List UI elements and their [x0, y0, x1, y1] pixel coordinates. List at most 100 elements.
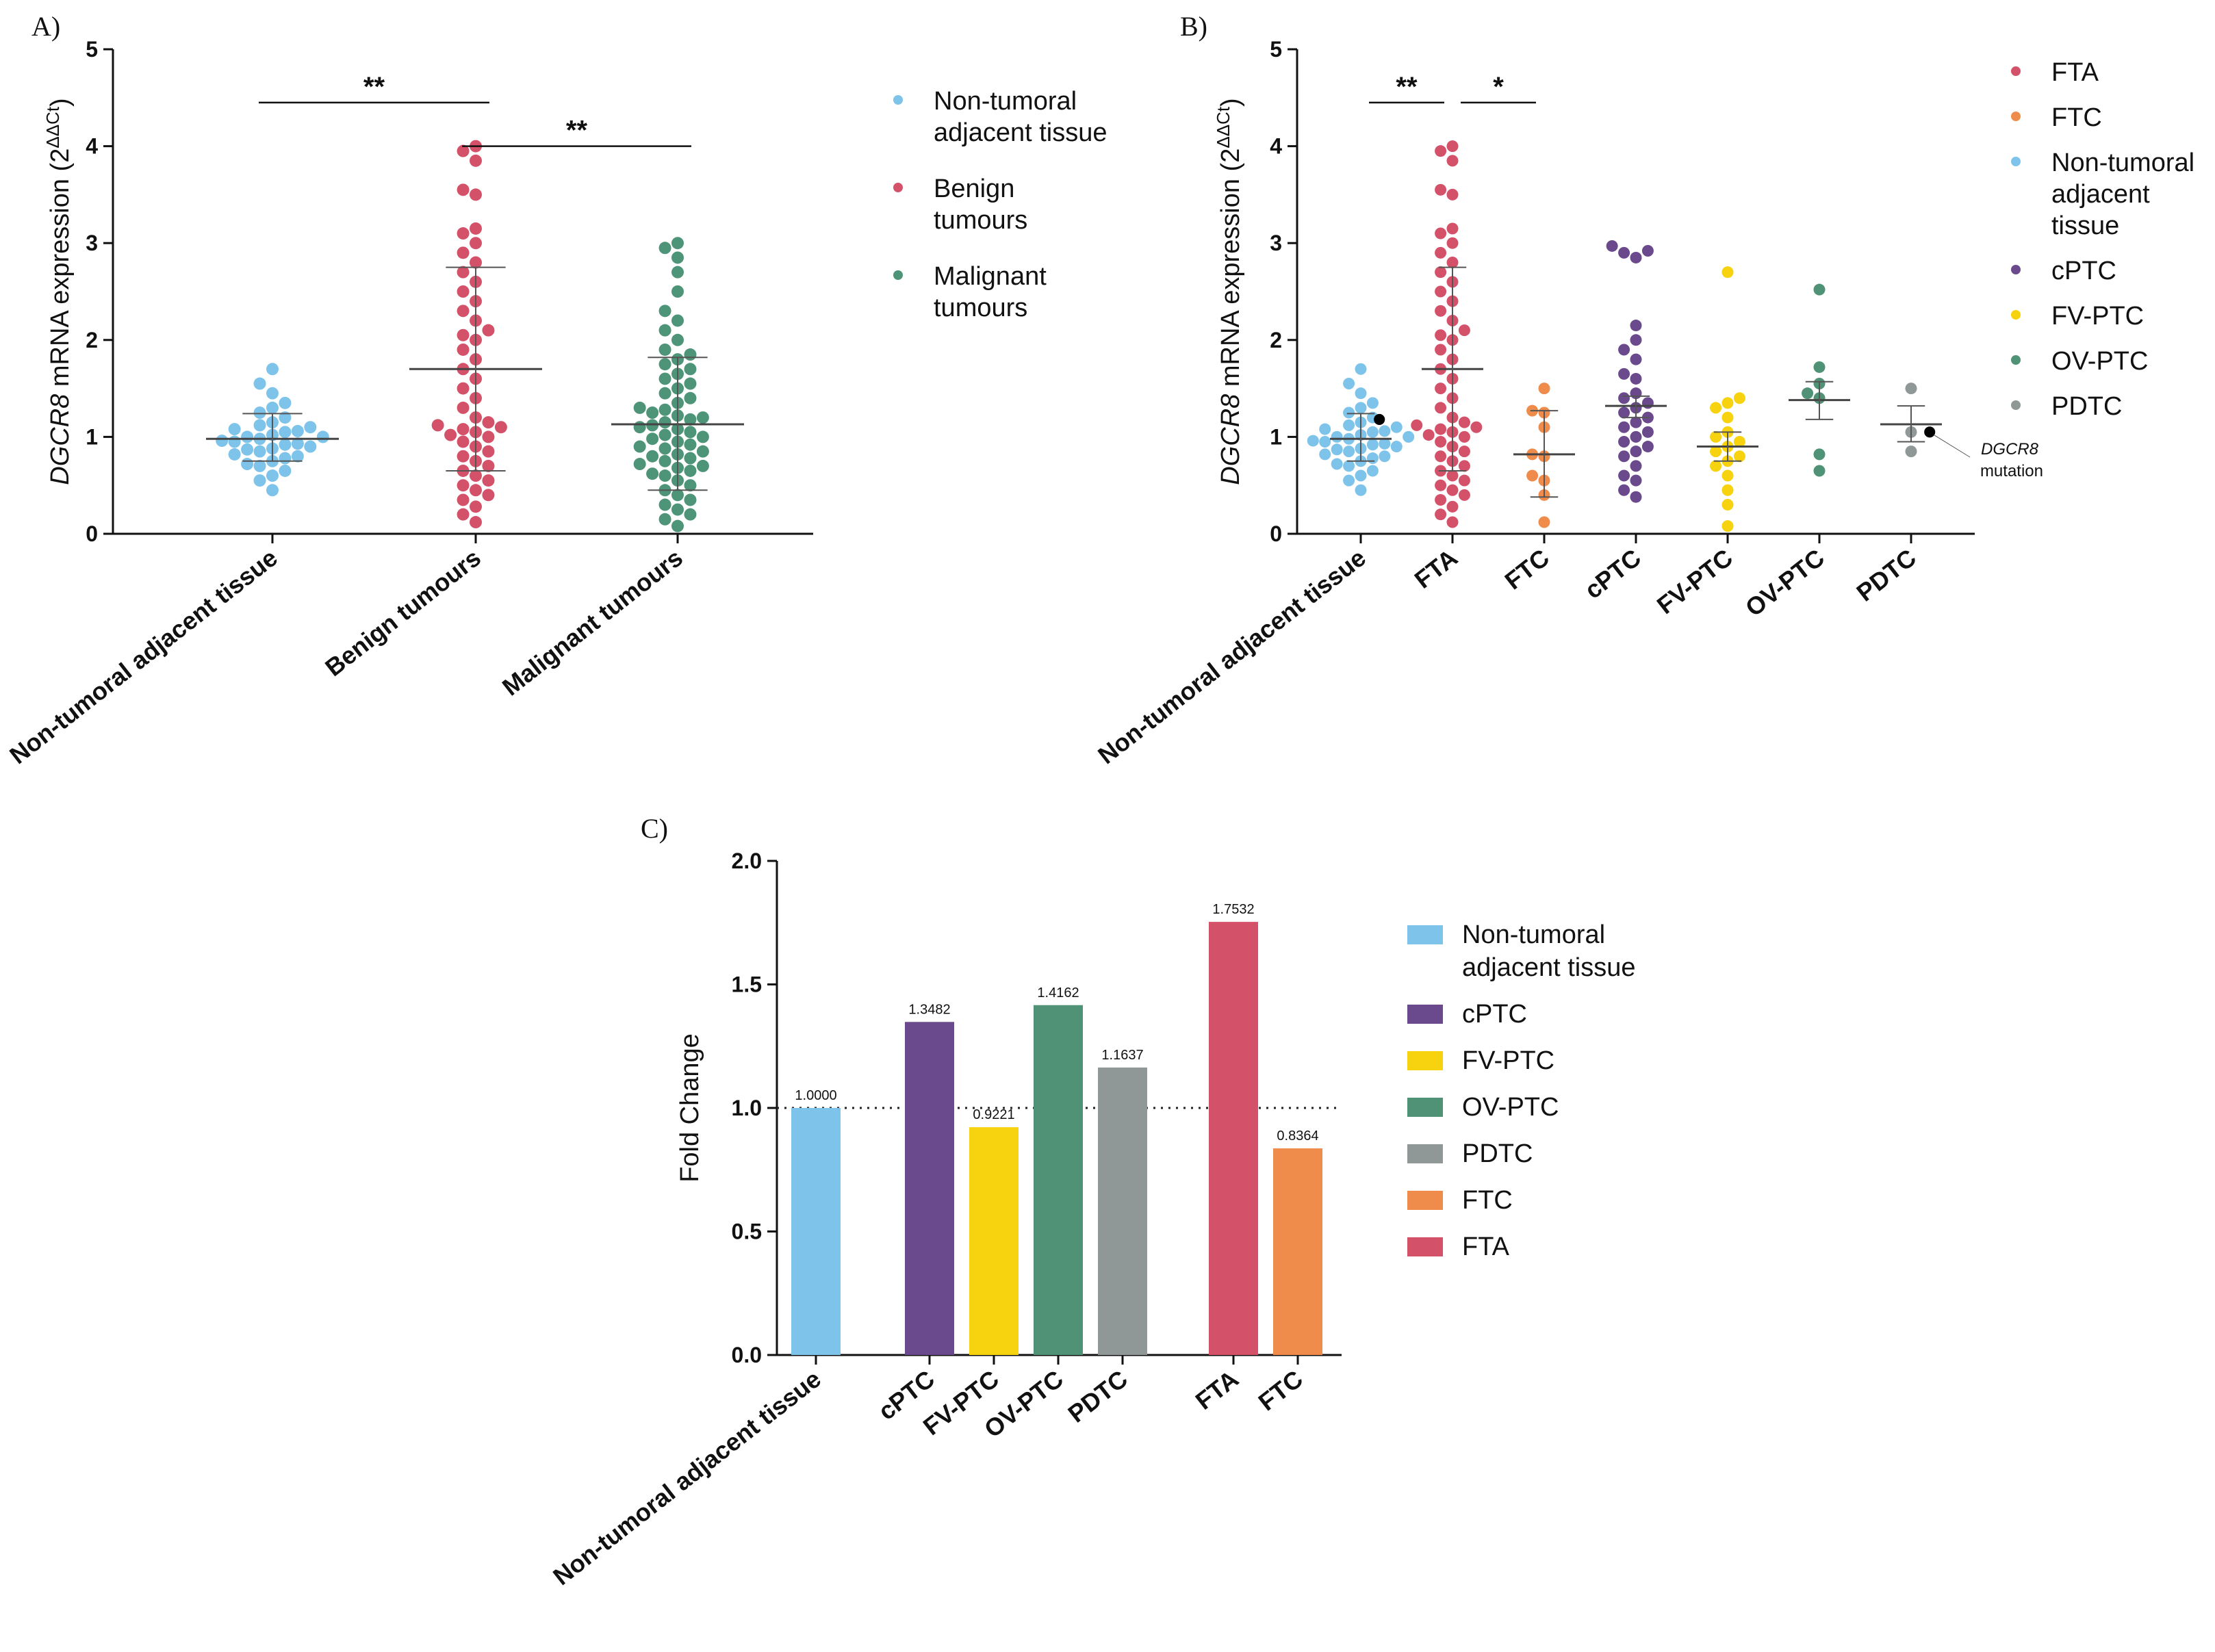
data-point — [671, 237, 684, 250]
data-point — [457, 328, 470, 341]
data-point — [1630, 491, 1642, 503]
bar-value-label: 1.3482 — [908, 1002, 950, 1017]
series-benign-tumours — [409, 140, 542, 529]
data-point — [1710, 460, 1722, 472]
data-point — [684, 413, 697, 426]
data-point — [671, 333, 684, 346]
data-point — [684, 464, 697, 477]
data-point — [1630, 353, 1642, 365]
data-point — [1618, 246, 1630, 259]
data-point — [1630, 372, 1642, 385]
x-category-label-benign-tumours: Benign tumours — [320, 543, 486, 682]
data-point — [1435, 423, 1447, 435]
data-point — [470, 188, 482, 201]
data-point — [1379, 425, 1391, 437]
data-point — [457, 423, 470, 436]
data-point — [1526, 469, 1539, 482]
data-point — [1435, 344, 1447, 356]
data-point — [646, 406, 659, 419]
x-category-label-fta: FTA — [1409, 543, 1463, 594]
series-ov-ptc — [1789, 283, 1850, 477]
x-category-label-cptc: cPTC — [1579, 543, 1646, 604]
y-tick-label: 4 — [86, 134, 98, 159]
legend-swatch-cptc — [1407, 1005, 1443, 1024]
data-point — [1355, 387, 1367, 400]
data-point — [1379, 450, 1391, 463]
data-point — [279, 426, 292, 439]
data-point — [279, 438, 292, 451]
bar-fv-ptc — [969, 1127, 1019, 1355]
legend-label: Malignant — [934, 262, 1047, 291]
data-point — [266, 401, 279, 414]
data-point — [1618, 392, 1630, 404]
data-point — [279, 452, 292, 465]
data-point — [1538, 383, 1550, 395]
data-point — [266, 469, 279, 482]
data-point — [444, 428, 457, 441]
x-category-label-ftc: FTC — [1500, 543, 1554, 595]
data-point — [671, 266, 684, 279]
data-point — [1905, 383, 1917, 395]
legend-marker-ftc — [2011, 112, 2021, 121]
data-point — [658, 358, 671, 371]
data-point — [1446, 237, 1459, 249]
data-point — [1721, 520, 1734, 532]
bar-value-label: 1.1637 — [1101, 1048, 1143, 1063]
data-point — [1630, 460, 1642, 472]
y-axis-label: DGCR8 mRNA expression (2ΔΔCt) — [42, 98, 75, 485]
series-non-tumoral-adjacent-tissue — [1307, 363, 1415, 496]
data-point — [1710, 430, 1722, 443]
data-point — [241, 430, 254, 443]
data-point — [1435, 493, 1447, 506]
data-point — [696, 459, 709, 472]
data-point — [457, 246, 470, 259]
y-tick-label: 5 — [86, 37, 98, 62]
data-point — [457, 493, 470, 506]
significance-stars: * — [1493, 72, 1504, 102]
mutation-note-label: mutation — [1980, 462, 2043, 480]
y-tick-label: 0.0 — [732, 1343, 762, 1367]
data-point — [1435, 383, 1447, 395]
data-point — [1721, 469, 1734, 482]
data-point — [1721, 499, 1734, 511]
data-point — [1403, 430, 1415, 443]
bar-non-tumoral-adjacent-tissue — [791, 1108, 841, 1355]
significance-stars: ** — [363, 72, 385, 102]
legend-swatch-ov-ptc — [1407, 1098, 1443, 1117]
data-point — [457, 227, 470, 240]
data-point — [1331, 458, 1343, 470]
legend-label: FTC — [2051, 103, 2102, 132]
data-point — [482, 459, 495, 472]
data-point — [470, 469, 482, 482]
data-point — [1641, 426, 1654, 438]
data-point — [482, 416, 495, 429]
data-point — [1446, 140, 1459, 153]
data-point — [658, 343, 671, 356]
data-point — [279, 411, 292, 424]
data-point — [1446, 222, 1459, 235]
legend-label: tumours — [934, 206, 1027, 235]
data-point — [658, 454, 671, 467]
legend-marker-ov-ptc — [2011, 355, 2021, 365]
bar-ov-ptc — [1034, 1005, 1083, 1355]
mutation-point — [1924, 426, 1936, 438]
data-point — [1411, 419, 1423, 431]
data-point — [457, 285, 470, 298]
data-point — [1366, 452, 1379, 465]
data-point — [1458, 474, 1470, 487]
data-point — [1470, 421, 1483, 433]
data-point — [633, 401, 646, 414]
series-cptc — [1605, 240, 1667, 503]
significance-stars: ** — [566, 116, 588, 146]
data-point — [1630, 320, 1642, 332]
data-point — [457, 305, 470, 318]
data-point — [470, 222, 482, 235]
legend-label: adjacent tissue — [1462, 953, 1636, 982]
data-point — [457, 450, 470, 463]
mutation-point — [1374, 413, 1385, 425]
data-point — [684, 508, 697, 521]
data-point — [1366, 426, 1379, 438]
legend-label: Non-tumoral — [934, 87, 1077, 116]
data-point — [482, 324, 495, 337]
legend-marker-pdtc — [2011, 400, 2021, 410]
